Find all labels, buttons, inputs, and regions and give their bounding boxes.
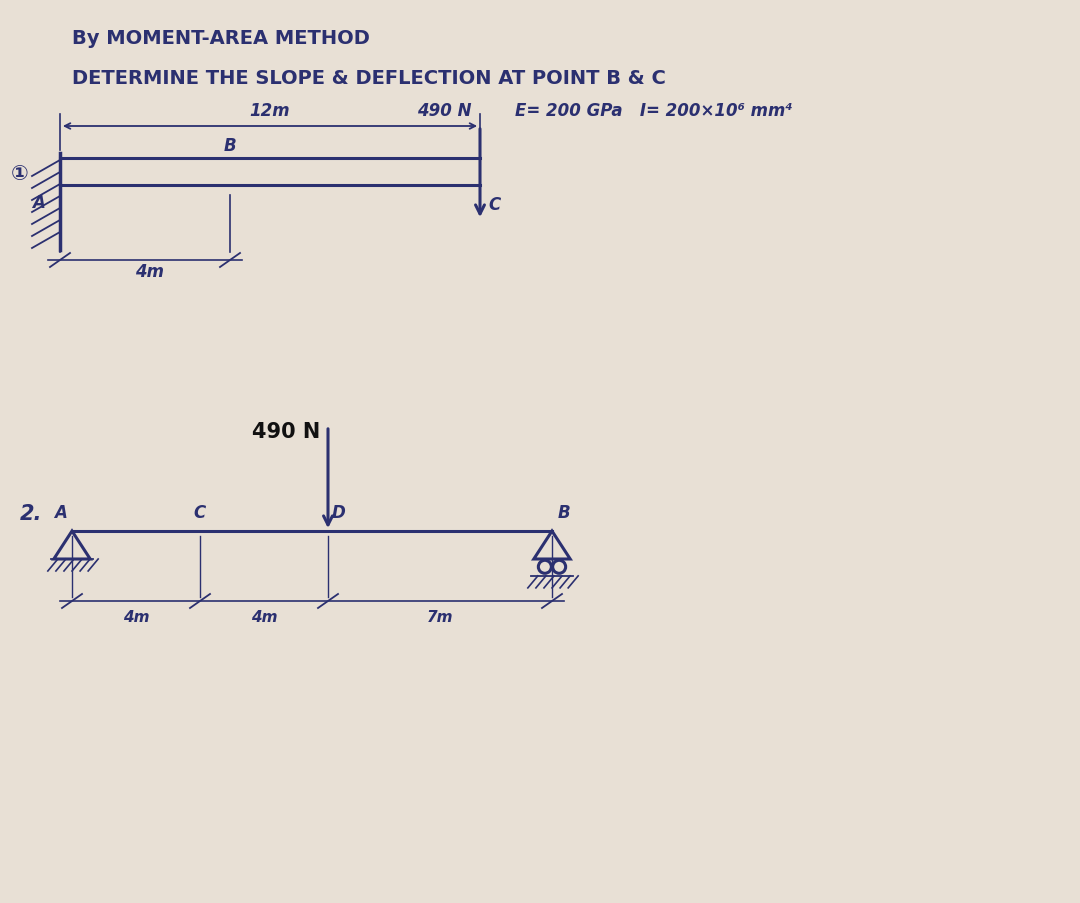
Text: 4m: 4m [135, 263, 164, 281]
Text: B: B [224, 137, 237, 154]
Text: B: B [558, 504, 570, 521]
Text: By MOMENT-AREA METHOD: By MOMENT-AREA METHOD [72, 29, 369, 48]
Text: A: A [54, 504, 67, 521]
Text: 4m: 4m [251, 610, 278, 624]
Text: 490 N: 490 N [252, 422, 320, 442]
Text: D: D [332, 504, 346, 521]
Text: DETERMINE THE SLOPE & DEFLECTION AT POINT B & C: DETERMINE THE SLOPE & DEFLECTION AT POIN… [72, 69, 666, 88]
Text: E= 200 GPa   I= 200×10⁶ mm⁴: E= 200 GPa I= 200×10⁶ mm⁴ [515, 102, 793, 120]
Text: C: C [488, 196, 500, 214]
Text: 7m: 7m [427, 610, 454, 624]
Text: C: C [194, 504, 206, 521]
Text: 490 N: 490 N [418, 102, 472, 120]
Text: ①: ① [11, 163, 29, 184]
Text: A: A [32, 194, 45, 212]
Text: 2.: 2. [21, 504, 42, 524]
Text: 12m: 12m [249, 102, 291, 120]
Text: 4m: 4m [123, 610, 149, 624]
